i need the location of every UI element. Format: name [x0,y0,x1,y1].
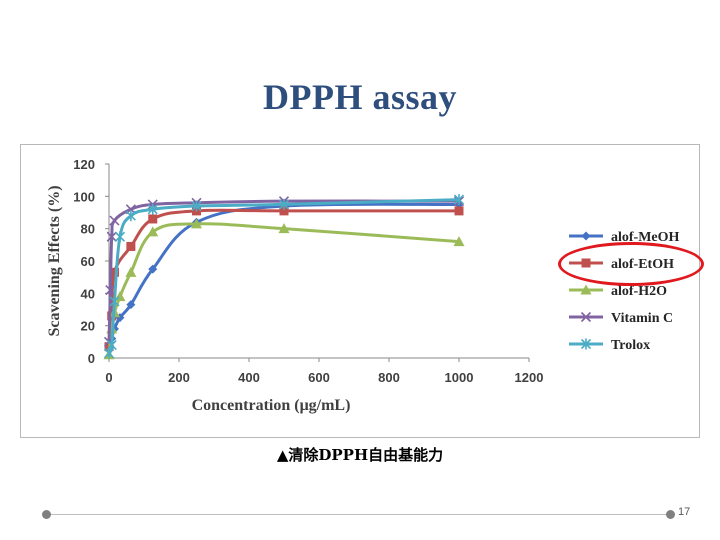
legend-label-alof-h2o: alof-H2O [611,284,667,299]
data-point-trolox [147,203,158,215]
y-tick-label: 40 [81,286,95,301]
series-line-alof-h2o [107,222,460,355]
y-tick-label: 100 [73,189,95,204]
footer-dot-left [42,510,51,519]
data-point-trolox [109,295,120,307]
data-point-alof-etoh [109,267,119,277]
data-point-alof-h2o [147,226,159,237]
series-line-trolox [107,198,460,355]
data-point-alof-h2o [278,223,290,234]
highlight-ellipse [558,242,704,286]
data-point-alof-meoh [148,264,158,274]
data-point-alof-meoh [115,313,125,323]
data-point-trolox [453,194,465,206]
data-point-trolox [125,210,136,222]
series-line-vitamin-c [107,199,460,342]
x-tick-label: 1200 [515,370,544,385]
data-point-trolox [106,339,117,351]
x-tick-label: 1000 [445,370,474,385]
x-axis-label: Concentration (μg/mL) [192,397,351,414]
chart-svg: 0 200 400 600 800 1000 1200 0 20 40 60 80 100 120 Conc… [46,157,680,414]
x-tick-label: 600 [308,370,330,385]
data-point-vitamin-c [106,231,117,242]
data-point-alof-h2o [191,218,202,229]
data-point-vitamin-c [105,285,116,296]
y-axis-label: Scavening Effects (%) [46,185,63,336]
y-tick-label: 20 [81,319,95,334]
x-tick-label: 800 [378,370,400,385]
data-point-vitamin-c [109,215,120,226]
y-tick-label: 120 [73,157,95,172]
legend-label-trolox: Trolox [611,338,650,353]
data-point-alof-etoh [279,206,289,216]
data-point-alof-h2o [125,266,137,277]
y-tick-label: 0 [88,351,95,366]
x-tick-label: 400 [238,370,260,385]
legend-label-vitamin-c: Vitamin C [611,311,673,326]
data-point-trolox [114,231,126,243]
legend-marker-vitamin-c [580,311,592,323]
data-point-alof-h2o [453,236,465,247]
legend-marker-trolox [580,338,592,350]
legend-marker-alof-meoh [581,231,591,241]
chart-frame: 0 200 400 600 800 1000 1200 0 20 40 60 80 100 120 Conc… [20,144,700,438]
legend-marker-alof-h2o [580,284,592,295]
x-tick-label: 0 [105,370,112,385]
data-point-trolox [278,198,290,210]
slide-title: DPPH assay [263,77,457,117]
y-tick-label: 60 [81,254,95,269]
footer-dot-right [666,510,675,519]
data-point-trolox [191,200,202,212]
page-number: 17 [678,506,691,518]
footer-divider [46,514,672,515]
x-tick-label: 200 [168,370,190,385]
data-point-alof-etoh [126,241,136,251]
data-point-alof-etoh [148,214,158,224]
chart-caption: ▲清除DPPH自由基能力 [276,446,444,464]
y-tick-label: 80 [81,222,95,237]
data-point-alof-meoh [126,300,136,310]
data-point-alof-etoh [454,206,464,216]
